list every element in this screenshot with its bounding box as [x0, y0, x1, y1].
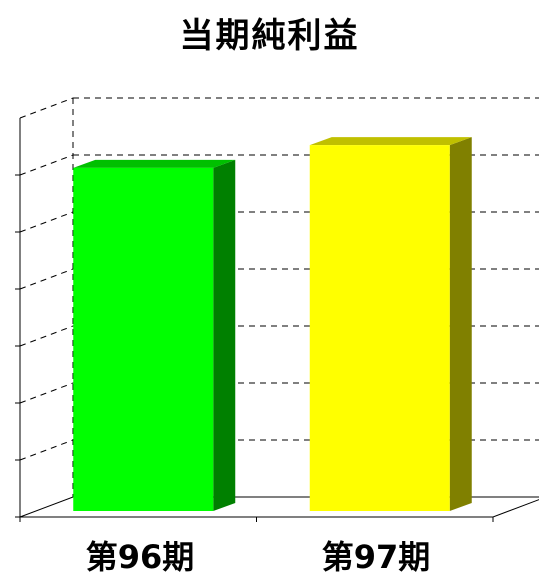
side-gridline	[19, 211, 74, 233]
bar-0	[73, 167, 214, 511]
side-gridline	[19, 439, 74, 461]
side-gridline	[19, 325, 74, 347]
side-gridline	[19, 154, 74, 176]
side-wall-top	[19, 97, 74, 119]
bar-side-1	[449, 137, 472, 511]
side-gridline	[19, 382, 74, 404]
category-label-97: 第97期	[321, 538, 431, 576]
bar-top-1	[309, 137, 472, 146]
bar-side-0	[213, 159, 236, 511]
bar-top-0	[73, 159, 236, 168]
side-gridline	[19, 268, 74, 290]
chart-title: 当期純利益	[179, 16, 360, 56]
category-label-96: 第96期	[85, 538, 195, 576]
bar-1	[309, 145, 450, 511]
